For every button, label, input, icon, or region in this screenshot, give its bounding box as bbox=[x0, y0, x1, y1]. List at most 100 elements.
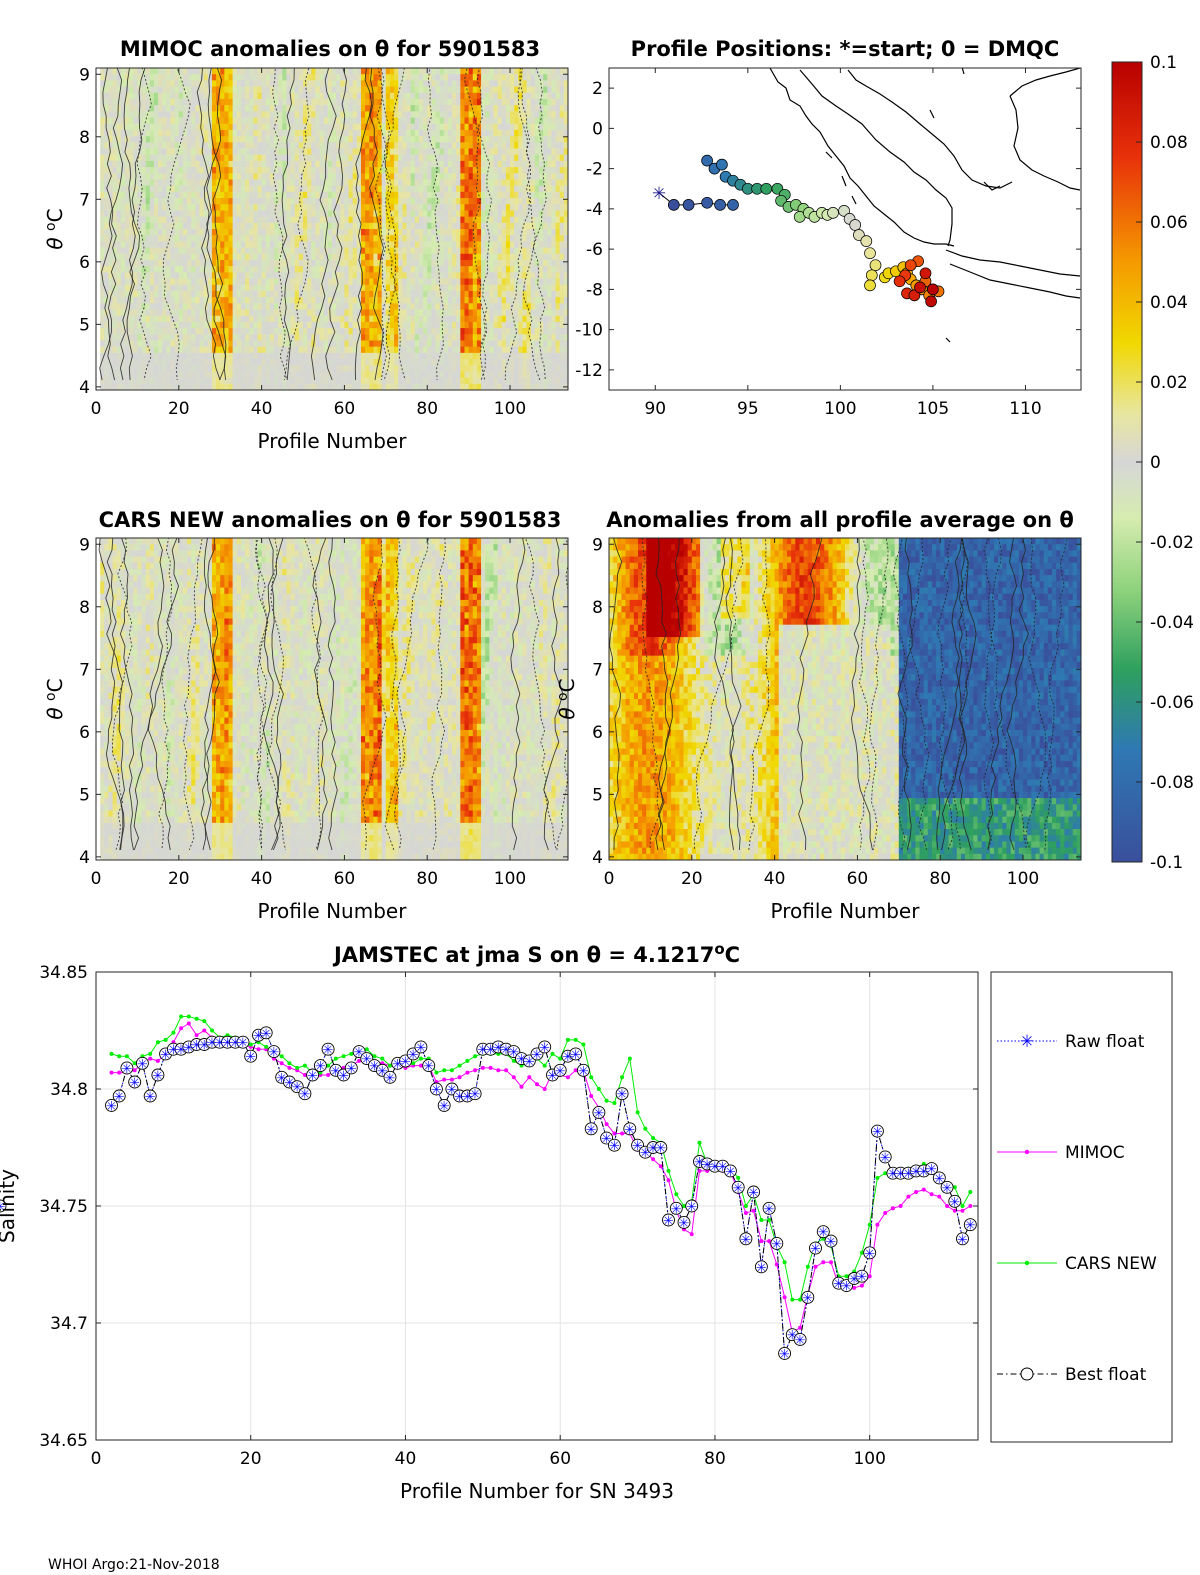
heat-cell bbox=[332, 191, 337, 199]
heat-cell bbox=[315, 80, 321, 88]
heat-cell bbox=[120, 154, 126, 162]
heat-cell bbox=[431, 179, 437, 187]
heat-cell bbox=[100, 247, 105, 255]
heat-cell bbox=[427, 191, 432, 199]
heat-cell bbox=[369, 92, 374, 100]
heat-cell bbox=[476, 278, 482, 286]
heat-cell bbox=[203, 123, 209, 131]
heat-cell bbox=[182, 154, 188, 162]
heat-cell bbox=[336, 377, 341, 385]
heat-cell bbox=[100, 346, 105, 354]
heat-cell bbox=[245, 346, 250, 354]
heat-cell bbox=[298, 148, 304, 156]
heat-cell bbox=[427, 204, 432, 212]
heat-cell bbox=[323, 278, 329, 286]
heat-cell bbox=[394, 154, 399, 162]
heat-cell bbox=[182, 191, 188, 199]
heat-cell bbox=[340, 377, 346, 385]
heat-cell bbox=[298, 321, 304, 329]
heat-cell bbox=[145, 210, 151, 218]
heat-cell bbox=[356, 86, 362, 94]
heat-cell bbox=[319, 346, 325, 354]
heat-cell bbox=[112, 117, 118, 125]
heat-cell bbox=[112, 98, 118, 106]
heat-cell bbox=[410, 259, 416, 267]
heat-cell bbox=[439, 278, 445, 286]
heat-cell bbox=[336, 365, 341, 373]
heat-cell bbox=[236, 328, 242, 335]
heat-cell bbox=[166, 340, 172, 348]
heat-cell bbox=[323, 321, 329, 329]
heat-cell bbox=[327, 167, 333, 174]
heat-cell bbox=[286, 309, 292, 317]
heat-cell bbox=[211, 321, 217, 329]
heat-cell bbox=[191, 383, 196, 390]
heat-cell bbox=[369, 266, 374, 273]
heat-cell bbox=[286, 371, 292, 379]
heat-cell bbox=[485, 247, 490, 255]
heat-cell bbox=[377, 365, 383, 373]
heat-cell bbox=[340, 315, 346, 323]
heat-cell bbox=[431, 359, 437, 366]
heat-cell bbox=[153, 377, 159, 385]
heat-cell bbox=[257, 266, 263, 273]
heat-cell bbox=[385, 284, 391, 292]
heat-cell bbox=[228, 297, 234, 304]
heat-cell bbox=[133, 377, 138, 385]
heat-cell bbox=[211, 136, 217, 143]
heat-cell bbox=[456, 136, 461, 143]
heat-cell bbox=[298, 86, 304, 94]
heat-cell bbox=[311, 123, 317, 131]
heat-cell bbox=[294, 309, 300, 317]
heat-cell bbox=[402, 346, 408, 354]
heat-cell bbox=[452, 303, 457, 311]
heat-cell bbox=[170, 272, 176, 280]
heat-cell bbox=[129, 241, 134, 249]
heat-cell bbox=[153, 80, 159, 88]
heat-cell bbox=[493, 253, 499, 261]
heat-cell bbox=[141, 229, 147, 236]
heat-cell bbox=[398, 74, 403, 81]
heat-cell bbox=[253, 142, 259, 150]
heat-cell bbox=[311, 154, 317, 162]
heat-cell bbox=[298, 297, 304, 304]
heat-cell bbox=[187, 173, 192, 181]
heat-cell bbox=[286, 259, 292, 267]
heat-cell bbox=[294, 340, 300, 348]
heat-cell bbox=[418, 74, 424, 81]
heat-cell bbox=[187, 259, 192, 267]
heat-cell bbox=[360, 198, 366, 205]
heat-cell bbox=[174, 290, 180, 298]
heat-cell bbox=[381, 86, 387, 94]
heat-cell bbox=[170, 204, 176, 212]
heat-cell bbox=[389, 365, 395, 373]
heat-cell bbox=[228, 278, 234, 286]
heat-cell bbox=[352, 123, 358, 131]
heat-cell bbox=[452, 278, 457, 286]
heat-cell bbox=[323, 272, 329, 280]
heat-cell bbox=[389, 352, 395, 360]
heat-cell bbox=[435, 210, 441, 218]
heat-cell bbox=[211, 278, 217, 286]
heat-cell bbox=[307, 216, 312, 224]
heat-cell bbox=[443, 191, 449, 199]
heat-cell bbox=[298, 315, 304, 323]
heat-cell bbox=[224, 297, 230, 304]
heat-cell bbox=[224, 340, 230, 348]
heat-cell bbox=[356, 278, 362, 286]
heat-cell bbox=[336, 266, 341, 273]
heat-cell bbox=[340, 111, 346, 119]
heat-cell bbox=[290, 111, 296, 119]
heat-cell bbox=[336, 210, 341, 218]
heat-cell bbox=[427, 303, 432, 311]
heat-cell bbox=[278, 129, 283, 137]
heat-cell bbox=[278, 142, 283, 150]
heat-cell bbox=[120, 148, 126, 156]
heat-cell bbox=[216, 86, 221, 94]
heat-cell bbox=[166, 148, 172, 156]
heat-cell bbox=[394, 352, 399, 360]
heat-cell bbox=[220, 160, 225, 168]
heat-cell bbox=[389, 185, 395, 193]
heat-cell bbox=[120, 359, 126, 366]
heat-cell bbox=[389, 142, 395, 150]
